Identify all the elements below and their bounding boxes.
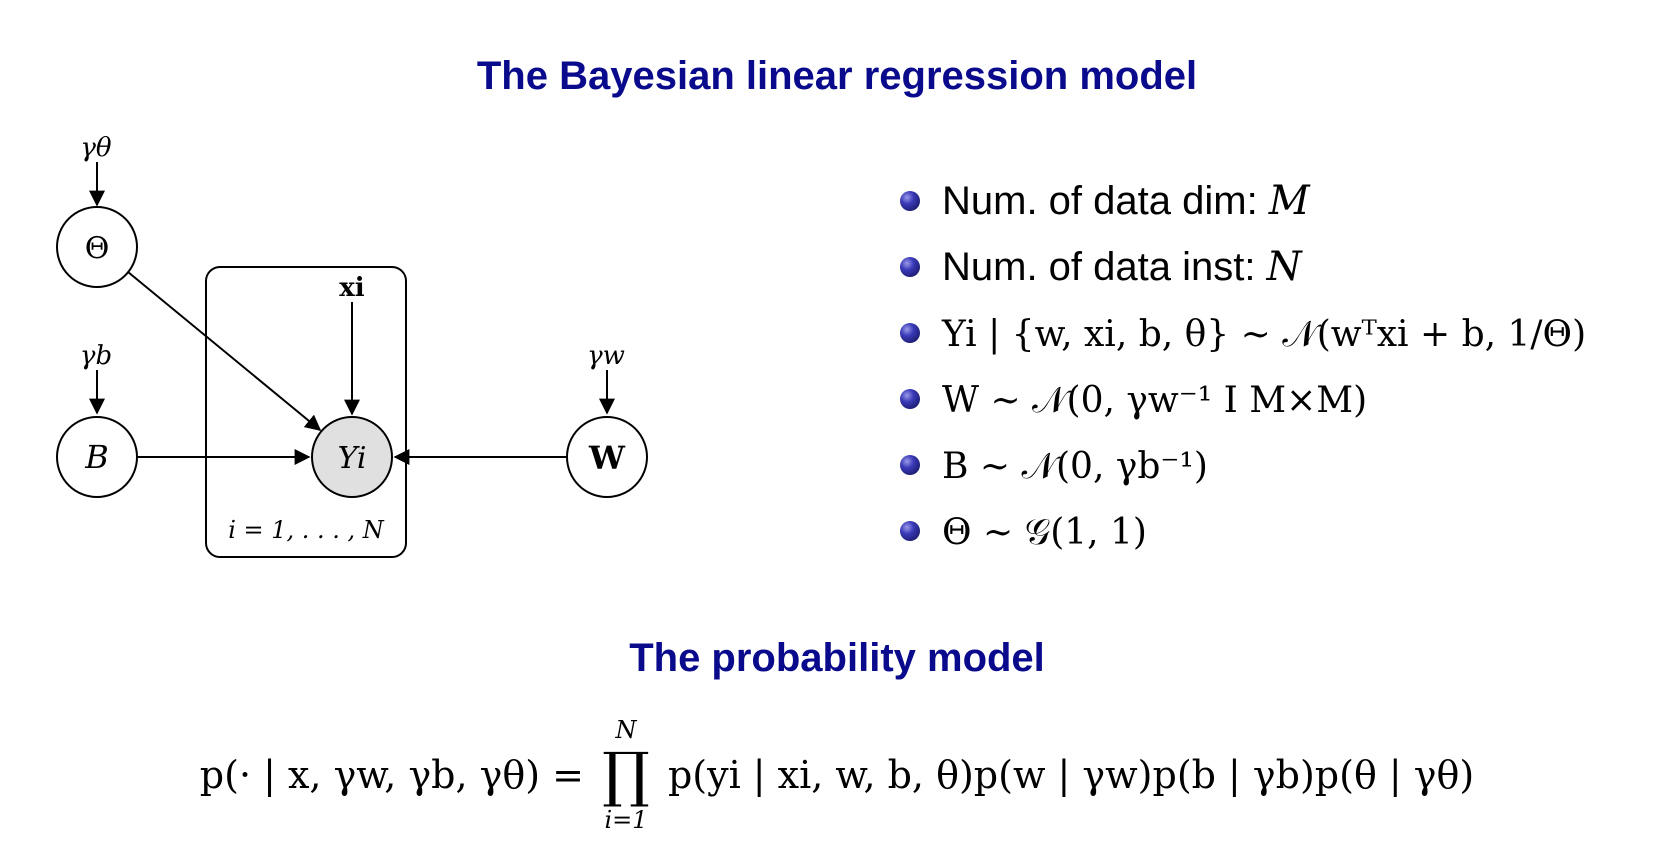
node-y (311, 416, 393, 498)
node-x-label: xi (339, 273, 365, 303)
bullet-icon (900, 191, 920, 211)
node-theta-label: Θ (85, 231, 110, 266)
model-title: The Bayesian linear regression model (476, 54, 1198, 98)
edge-theta-y (127, 271, 322, 432)
bullet-prior-w: W ∼ 𝒩(0, γw⁻¹ I M×M) (900, 366, 1586, 432)
probability-title: The probability model (629, 636, 1045, 680)
bullet-icon (900, 257, 920, 277)
bullet-icon (900, 323, 920, 343)
plate-box (205, 266, 407, 558)
bullet-math: M (1268, 178, 1310, 224)
product-symbol: ∏ (602, 740, 650, 810)
bullet-math: Θ ∼ 𝒢(1, 1) (942, 512, 1147, 553)
formula-rhs: p(yi | xi, w, b, θ)p(w | γw)p(b | γb)p(θ… (667, 753, 1475, 797)
bullet-data-inst: Num. of data inst: N (900, 234, 1586, 300)
bullet-math: Yi | {w, xi, b, θ} ∼ 𝒩(wᵀxi + b, 1/Θ) (942, 314, 1587, 355)
plate-label: i = 1, . . . , N (228, 516, 385, 544)
product-operator: N ∏ i=1 (602, 718, 650, 832)
joint-probability-formula: p(· | x, γw, γb, γθ) = N ∏ i=1 p(yi | xi… (0, 718, 1674, 832)
bullet-icon (900, 389, 920, 409)
product-upper-limit: N (615, 716, 637, 744)
model-bullet-list: Num. of data dim: M Num. of data inst: N… (900, 168, 1586, 564)
bullet-icon (900, 521, 920, 541)
hyper-b-label: γb (80, 341, 112, 371)
bullet-math: N (1266, 244, 1302, 290)
bullet-prior-b: B ∼ 𝒩(0, γb⁻¹) (900, 432, 1586, 498)
bullet-math: W ∼ 𝒩(0, γw⁻¹ I M×M) (942, 380, 1368, 421)
formula-lhs: p(· | x, γw, γb, γθ) = (199, 753, 584, 797)
bullet-icon (900, 455, 920, 475)
node-w-label: W (588, 439, 626, 477)
bullet-prior-theta: Θ ∼ 𝒢(1, 1) (900, 498, 1586, 564)
bullet-data-dim: Num. of data dim: M (900, 168, 1586, 234)
bullet-text: Num. of data inst: (942, 245, 1267, 289)
node-theta (56, 206, 138, 288)
node-y-label: Yi (338, 441, 367, 476)
product-lower-limit: i=1 (604, 806, 648, 834)
bullet-likelihood: Yi | {w, xi, b, θ} ∼ 𝒩(wᵀxi + b, 1/Θ) (900, 300, 1586, 366)
node-b-label: B (84, 438, 109, 476)
hyper-w-label: γw (587, 341, 625, 371)
bullet-math: B ∼ 𝒩(0, γb⁻¹) (942, 446, 1208, 487)
bullet-text: Num. of data dim: (942, 179, 1269, 223)
hyper-theta-label: γθ (80, 133, 112, 163)
graphical-model-diagram: i = 1, . . . , N γθ γb γw Θ B W Yi xi (56, 133, 648, 558)
